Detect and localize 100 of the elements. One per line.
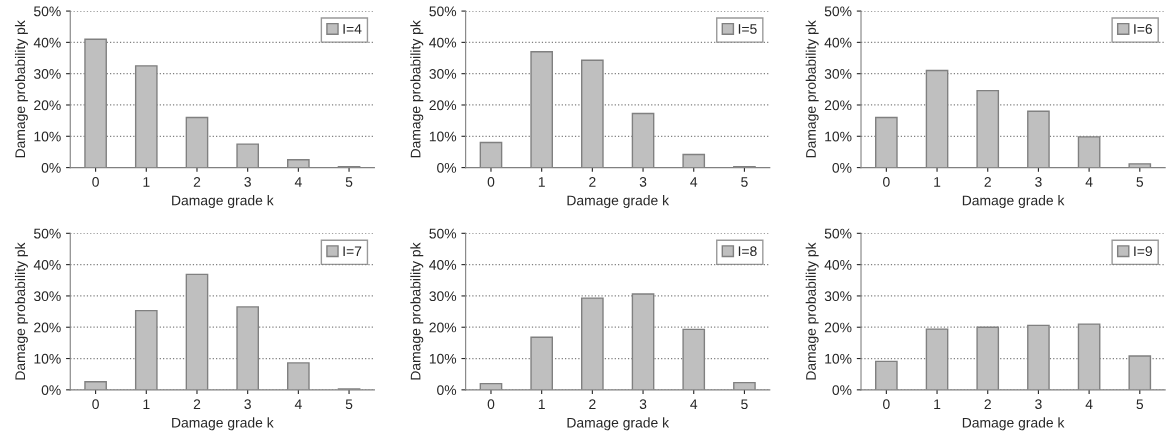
x-tick-label: 5 — [741, 399, 748, 410]
x-tick-label: 1 — [143, 177, 150, 187]
x-tick-label: 2 — [193, 399, 201, 409]
y-axis-title: Damage probability pk — [14, 20, 28, 158]
y-tick-label: 50% — [429, 228, 457, 239]
x-axis-title: Damage grade k — [172, 195, 274, 209]
y-tick-label: 40% — [33, 37, 61, 48]
bar — [479, 141, 503, 168]
x-tick-label: 4 — [294, 177, 302, 187]
y-tick-label: 0% — [832, 385, 852, 396]
y-tick-label: 10% — [34, 131, 61, 142]
y-tick-label: 50% — [33, 228, 61, 239]
x-tick-label: 3 — [1035, 176, 1042, 187]
x-tick-label: 1 — [934, 177, 941, 187]
y-axis-title: Damage probability pk — [14, 242, 28, 380]
x-tick-label: 3 — [639, 176, 647, 187]
x-tick-label: 4 — [1085, 177, 1093, 187]
x-tick-label: 5 — [741, 177, 748, 187]
y-tick-label: 50% — [824, 6, 852, 17]
legend-label: I=6 — [1134, 24, 1153, 34]
bar — [682, 153, 706, 168]
x-tick-label: 1 — [538, 399, 545, 409]
y-axis-title: Damage probability pk — [805, 20, 819, 158]
y-tick-label: 0% — [41, 385, 61, 396]
bar — [875, 360, 898, 390]
y-tick-label: 10% — [429, 353, 457, 364]
x-tick-label: 3 — [244, 399, 251, 410]
x-tick-label: 5 — [345, 399, 353, 410]
x-tick-label: 0 — [92, 399, 99, 410]
y-tick-label: 40% — [429, 37, 457, 48]
legend-label: I=9 — [1134, 246, 1152, 257]
y-tick-label: 30% — [824, 291, 852, 302]
y-tick-label: 0% — [832, 162, 852, 173]
y-tick-label: 20% — [429, 322, 457, 333]
legend-label: I=4 — [343, 24, 362, 34]
x-tick-label: 2 — [984, 399, 991, 409]
x-tick-label: 5 — [1136, 177, 1144, 187]
x-tick-label: 3 — [639, 399, 647, 410]
legend-label: I=7 — [343, 246, 362, 256]
bar — [84, 381, 107, 390]
y-tick-label: 20% — [34, 100, 61, 111]
x-tick-label: 0 — [883, 176, 890, 187]
y-tick-label: 20% — [824, 100, 852, 111]
x-axis-title: Damage grade k — [962, 417, 1065, 431]
y-tick-label: 10% — [429, 131, 457, 142]
x-tick-label: 2 — [193, 176, 201, 187]
x-tick-label: 4 — [690, 399, 698, 409]
y-tick-label: 30% — [429, 69, 457, 79]
y-axis-title: Damage probability pk — [805, 242, 819, 380]
y-tick-label: 40% — [824, 259, 852, 270]
x-axis-title: Damage grade k — [567, 195, 670, 209]
bar — [134, 65, 158, 168]
x-tick-label: 4 — [1085, 399, 1093, 409]
y-tick-label: 30% — [33, 69, 61, 79]
bar — [236, 143, 260, 168]
legend-label: I=5 — [738, 24, 757, 34]
x-tick-label: 4 — [294, 399, 302, 409]
y-tick-label: 10% — [825, 353, 852, 364]
y-tick-label: 40% — [824, 37, 852, 48]
bar — [134, 309, 158, 390]
y-tick-label: 20% — [429, 100, 457, 111]
bar — [1027, 110, 1050, 168]
x-tick-label: 4 — [690, 177, 698, 187]
y-tick-label: 40% — [429, 259, 457, 270]
x-axis-title: Damage grade k — [172, 417, 274, 431]
x-tick-label: 0 — [883, 399, 890, 410]
y-tick-label: 50% — [33, 6, 61, 17]
x-tick-label: 5 — [345, 177, 353, 187]
bar — [1128, 163, 1152, 168]
y-tick-label: 20% — [34, 322, 61, 333]
x-axis-title: Damage grade k — [567, 417, 670, 431]
x-tick-label: 3 — [244, 176, 251, 187]
x-axis-title: Damage grade k — [962, 195, 1065, 209]
x-tick-label: 0 — [487, 399, 495, 410]
y-tick-label: 30% — [824, 69, 852, 79]
y-axis-title: Damage probability pk — [410, 20, 424, 158]
y-tick-label: 0% — [437, 385, 457, 396]
legend-label: I=8 — [738, 246, 757, 257]
bar — [287, 362, 310, 390]
x-tick-label: 1 — [143, 399, 150, 409]
x-tick-label: 1 — [538, 177, 545, 187]
y-tick-label: 50% — [824, 228, 852, 239]
y-tick-label: 0% — [41, 162, 61, 173]
y-tick-label: 30% — [33, 291, 61, 302]
x-tick-label: 2 — [984, 176, 991, 187]
bar — [733, 381, 756, 390]
y-tick-label: 20% — [824, 322, 852, 333]
y-tick-label: 40% — [33, 259, 61, 270]
y-tick-label: 50% — [429, 6, 457, 17]
x-tick-label: 3 — [1035, 399, 1042, 410]
x-tick-label: 2 — [589, 399, 596, 409]
x-tick-label: 0 — [487, 176, 495, 187]
y-axis-title: Damage probability pk — [410, 242, 424, 380]
x-tick-label: 1 — [934, 399, 941, 409]
y-tick-label: 10% — [825, 131, 852, 142]
x-tick-label: 2 — [589, 176, 596, 187]
y-tick-label: 30% — [429, 291, 457, 302]
x-tick-label: 5 — [1136, 399, 1144, 410]
y-tick-label: 10% — [34, 353, 61, 364]
y-tick-label: 0% — [437, 162, 457, 173]
